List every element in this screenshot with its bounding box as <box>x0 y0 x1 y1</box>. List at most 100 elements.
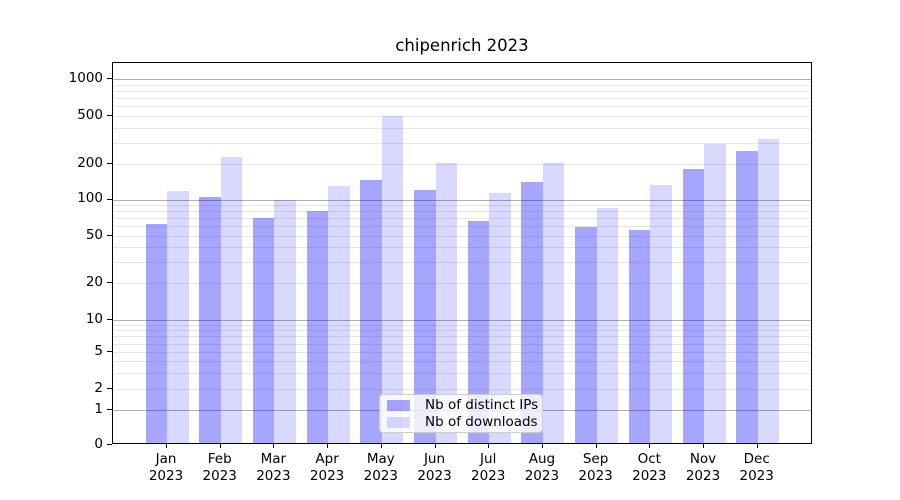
bar-downloads <box>650 185 672 444</box>
x-tick-mark <box>219 444 221 448</box>
bar-downloads <box>167 191 189 444</box>
y-tick-label: 1000 <box>68 69 103 86</box>
x-tick-mark <box>649 444 651 448</box>
bar-distinct-ips <box>414 190 436 444</box>
major-gridline <box>113 199 811 201</box>
minor-gridline <box>113 247 811 249</box>
legend-item-distinct-ips: Nb of distinct IPs <box>380 397 542 413</box>
y-tick-label: 5 <box>94 342 103 359</box>
y-tick-mark <box>107 409 112 410</box>
plot-area: Nb of distinct IPs Nb of downloads <box>112 62 812 444</box>
minor-gridline <box>113 372 811 374</box>
y-tick-label: 100 <box>77 190 103 206</box>
y-tick-mark <box>107 235 112 236</box>
bar-distinct-ips <box>682 168 704 444</box>
bar-downloads <box>757 139 780 444</box>
legend-label-distinct-ips: Nb of distinct IPs <box>425 397 539 413</box>
major-gridline <box>113 320 811 321</box>
y-tick-mark <box>107 351 112 352</box>
y-tick-label: 20 <box>85 273 103 290</box>
x-tick-label: Apr 2023 <box>309 451 345 484</box>
minor-gridline <box>113 218 811 220</box>
x-tick-label: Feb 2023 <box>202 451 237 484</box>
y-tick-mark <box>107 198 112 200</box>
bar-distinct-ips <box>628 230 651 444</box>
y-tick-mark <box>107 163 112 164</box>
bar-downloads <box>704 144 726 444</box>
minor-gridline <box>113 116 811 117</box>
bar-distinct-ips <box>199 197 221 444</box>
x-tick-mark <box>380 444 382 448</box>
minor-gridline <box>113 352 811 353</box>
x-tick-label: Aug 2023 <box>524 451 560 484</box>
x-tick-label: Nov 2023 <box>685 451 721 484</box>
minor-gridline <box>113 330 811 332</box>
bar-distinct-ips <box>521 181 543 444</box>
bar-downloads <box>435 163 457 444</box>
bar-distinct-ips <box>145 223 167 444</box>
x-tick-mark <box>434 444 436 448</box>
x-tick-mark <box>703 444 704 448</box>
y-tick-label: 10 <box>85 310 103 327</box>
legend-swatch-downloads <box>387 416 410 428</box>
bar-distinct-ips <box>306 210 329 444</box>
minor-gridline <box>113 389 811 390</box>
y-tick-mark <box>107 78 112 79</box>
minor-gridline <box>113 343 811 345</box>
x-tick-mark <box>595 444 597 448</box>
minor-gridline <box>113 127 811 129</box>
x-tick-mark <box>273 444 275 448</box>
bar-downloads <box>274 199 296 444</box>
minor-gridline <box>113 283 811 284</box>
major-gridline <box>113 79 811 80</box>
minor-gridline <box>113 262 811 264</box>
bar-downloads <box>489 192 511 444</box>
y-tick-mark <box>107 388 112 389</box>
bar-distinct-ips <box>360 179 382 444</box>
legend-item-downloads: Nb of downloads <box>380 414 542 430</box>
x-tick-label: Oct 2023 <box>632 451 667 484</box>
minor-gridline <box>113 211 811 213</box>
minor-gridline <box>113 226 811 228</box>
x-tick-label: Mar 2023 <box>256 451 291 484</box>
bar-distinct-ips <box>252 218 275 444</box>
y-tick-label: 50 <box>85 226 103 243</box>
x-tick-mark <box>327 444 329 448</box>
x-tick-label: Jul 2023 <box>471 451 506 484</box>
minor-gridline <box>113 84 811 86</box>
bar-downloads <box>542 162 565 444</box>
y-tick-label: 500 <box>77 106 103 123</box>
bar-distinct-ips <box>467 220 490 444</box>
bar-downloads <box>381 116 404 444</box>
x-tick-mark <box>756 444 758 448</box>
y-tick-label: 200 <box>77 154 103 171</box>
legend-swatch-distinct-ips <box>387 399 410 411</box>
minor-gridline <box>113 361 811 362</box>
y-tick-label: 0 <box>94 435 103 452</box>
y-tick-mark <box>107 282 112 283</box>
minor-gridline <box>113 336 811 338</box>
bar-distinct-ips <box>736 151 758 444</box>
bar-downloads <box>328 186 350 444</box>
x-tick-mark <box>488 444 490 448</box>
bar-downloads <box>220 156 243 444</box>
bar-downloads <box>596 208 619 444</box>
x-tick-mark <box>166 444 167 448</box>
y-tick-mark <box>107 115 112 116</box>
minor-gridline <box>113 236 811 237</box>
minor-gridline <box>113 90 811 92</box>
y-tick-label: 1 <box>94 400 103 417</box>
legend-label-downloads: Nb of downloads <box>425 414 538 430</box>
minor-gridline <box>113 205 811 207</box>
minor-gridline <box>113 106 811 108</box>
x-tick-mark <box>541 444 543 448</box>
y-tick-mark <box>107 444 112 445</box>
y-tick-mark <box>107 319 112 320</box>
y-tick-label: 2 <box>94 379 103 396</box>
minor-gridline <box>113 142 811 144</box>
bar-distinct-ips <box>575 227 597 444</box>
x-tick-label: Jun 2023 <box>417 451 452 484</box>
x-tick-label: May 2023 <box>363 451 398 484</box>
chart-title: chipenrich 2023 <box>395 36 529 55</box>
